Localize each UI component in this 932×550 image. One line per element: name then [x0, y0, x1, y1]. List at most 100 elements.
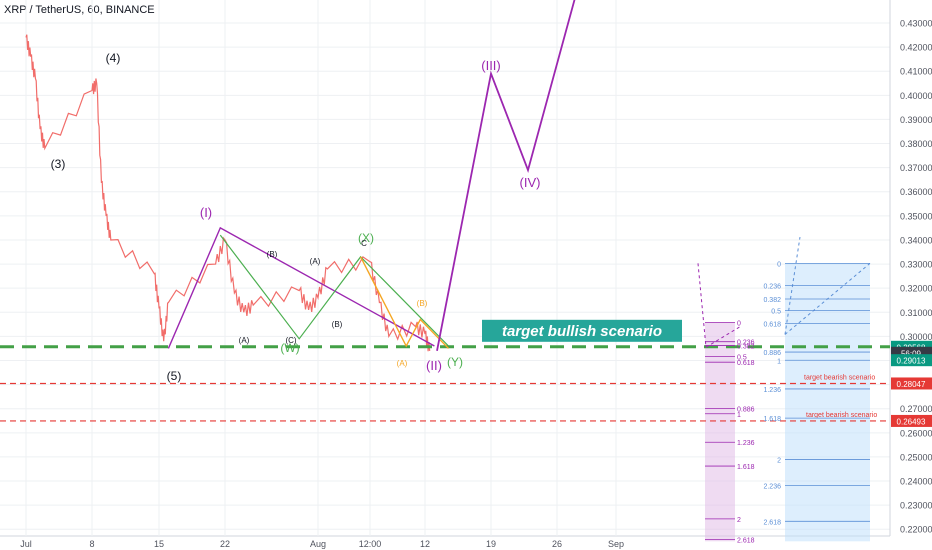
y-tick-label: 0.34000 — [900, 235, 932, 245]
fib-trendline — [697, 263, 707, 348]
fib-level-label: 0.618 — [763, 322, 781, 329]
wave-label: (X) — [358, 231, 374, 245]
price-tag-label: 56:09 — [901, 349, 922, 358]
x-tick-label: Aug — [310, 539, 326, 549]
x-tick-label: 8 — [89, 539, 94, 549]
wave-label: (4) — [106, 51, 121, 65]
symbol-title: XRP / TetherUS, 60, BINANCE — [4, 4, 155, 16]
fib-level-label: 1 — [777, 358, 781, 365]
fib-level-label: 0.5 — [771, 309, 781, 316]
wave-label: (A) — [239, 336, 250, 345]
fib-level-label: 0.618 — [737, 360, 755, 367]
fib-level-label: 0 — [737, 320, 741, 327]
price-tag-bg — [891, 377, 932, 390]
wave-path-purple — [167, 226, 435, 349]
wave-label: (B) — [417, 299, 428, 308]
y-tick-label: 0.24000 — [900, 477, 932, 487]
y-tick-label: 0.37000 — [900, 163, 932, 173]
fib-level-label: 1.618 — [763, 416, 781, 423]
x-tick-label: 26 — [552, 539, 562, 549]
fib-trendline — [784, 262, 871, 335]
x-tick-label: 12 — [420, 539, 430, 549]
fib-level-label: 0.236 — [737, 340, 755, 347]
wave-label: C — [361, 239, 367, 248]
wave-label: (5) — [167, 369, 182, 383]
bullish-target-label: target bullish scenario — [502, 323, 662, 340]
fib-level-label: 1.236 — [763, 387, 781, 394]
projection-path — [436, 0, 576, 352]
fib-level-label: 0.236 — [763, 284, 781, 291]
wave-path-orange — [359, 256, 450, 349]
exchange-label: BINANCE — [105, 4, 155, 16]
y-tick-label: 0.25000 — [900, 452, 932, 462]
x-tick-label: Sep — [608, 539, 624, 549]
fib-level-label: 0 — [777, 261, 781, 268]
y-tick-label: 0.26000 — [900, 428, 932, 438]
wave-label: (A) — [310, 257, 321, 266]
title-separator: , — [99, 4, 106, 16]
price-tag-label: 0.29013 — [897, 357, 926, 366]
y-tick-label: 0.33000 — [900, 260, 932, 270]
wave-label: (I) — [200, 205, 212, 220]
fib-trendline — [784, 236, 801, 335]
price-series — [25, 34, 431, 352]
y-tick-label: 0.22000 — [900, 525, 932, 535]
y-tick-label: 0.27000 — [900, 404, 932, 414]
y-tick-label: 0.31000 — [900, 308, 932, 318]
y-tick-label: 0.43000 — [900, 19, 932, 29]
y-tick-label: 0.30000 — [900, 332, 932, 342]
fib-trendline — [705, 326, 741, 348]
y-tick-label: 0.36000 — [900, 187, 932, 197]
y-tick-label: 0.32000 — [900, 284, 932, 294]
fib-level-label: 0.886 — [763, 350, 781, 357]
price-tag-bg — [891, 414, 932, 427]
wave-label: (Y) — [447, 355, 463, 369]
wave-label: (W) — [280, 341, 299, 355]
fib-level-label: 2.618 — [737, 537, 755, 544]
projection-label: (IV) — [520, 175, 541, 190]
bearish-target-label: target bearish scenario — [804, 374, 875, 381]
projection-label: (III) — [481, 58, 501, 73]
fib-level-label: 0.382 — [763, 297, 781, 304]
title-separator: , — [81, 4, 88, 16]
price-tag-bg — [891, 354, 932, 367]
fib-level-label: 2.618 — [763, 519, 781, 526]
wave-label: (C) — [285, 336, 296, 345]
x-tick-label: 12:00 — [359, 539, 382, 549]
fib-level-label: 0.5 — [737, 355, 747, 362]
fib-level-label: 2.236 — [763, 483, 781, 490]
wave-label: (B) — [332, 320, 343, 329]
y-tick-label: 0.39000 — [900, 115, 932, 125]
fib-level-label: 1.236 — [737, 440, 755, 447]
price-tag-label: 0.28047 — [897, 380, 926, 389]
fib-box-purple — [705, 322, 735, 542]
fib-level-label: 0.886 — [737, 406, 755, 413]
x-tick-label: 22 — [220, 539, 230, 549]
fib-level-label: 0.382 — [737, 344, 755, 351]
fib-level-label: 2 — [737, 517, 741, 524]
y-tick-label: 0.40000 — [900, 91, 932, 101]
wave-path-green — [219, 234, 449, 347]
wave-label: (3) — [51, 157, 66, 171]
wave-label: (A) — [397, 359, 408, 368]
x-tick-label: 19 — [486, 539, 496, 549]
y-tick-label: 0.41000 — [900, 67, 932, 77]
y-tick-label: 0.35000 — [900, 211, 932, 221]
bullish-target-box — [482, 319, 682, 342]
x-tick-label: 15 — [154, 539, 164, 549]
price-tag-label: 0.26493 — [897, 417, 926, 426]
fib-box-blue — [785, 263, 870, 542]
fib-level-label: 1.618 — [737, 464, 755, 471]
wave-label: (II) — [426, 358, 442, 373]
y-tick-label: 0.42000 — [900, 43, 932, 53]
y-tick-label: 0.23000 — [900, 501, 932, 511]
y-tick-label: 0.38000 — [900, 139, 932, 149]
wave-label: (B) — [267, 250, 278, 259]
symbol-name: XRP / TetherUS — [4, 4, 82, 16]
x-tick-label: Jul — [20, 539, 32, 549]
interval-label: 60 — [87, 4, 100, 16]
fib-level-label: 1 — [737, 412, 741, 419]
bearish-target-label: target bearish scenario — [806, 412, 877, 419]
